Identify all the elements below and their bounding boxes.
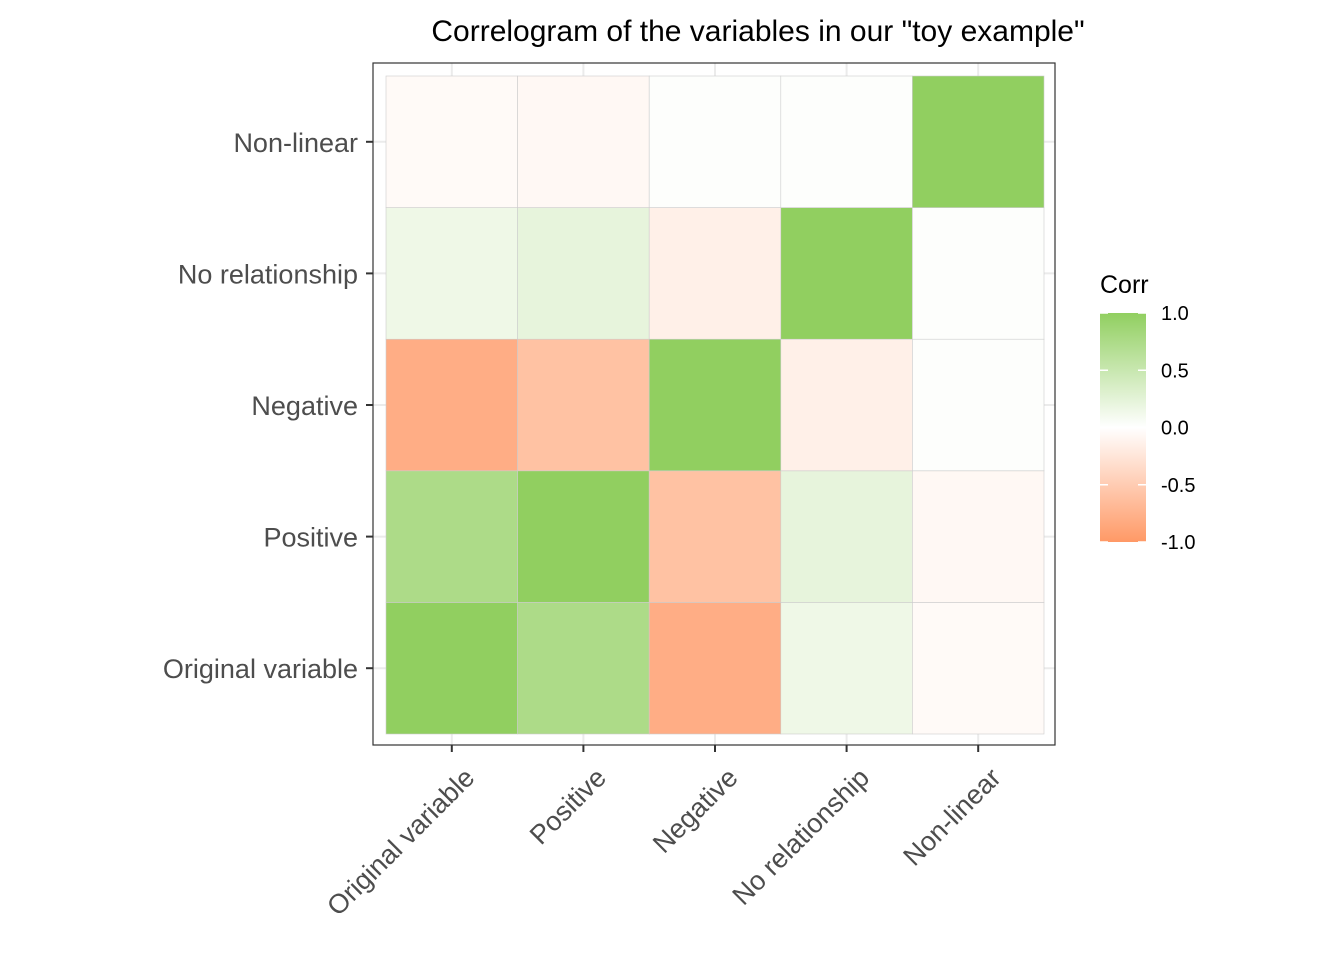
cell-original-variable-positive [517,602,650,735]
cell-non-linear-negative [648,75,782,208]
x-tick-label-positive: Positive [524,762,612,850]
cell-positive-negative [648,470,782,603]
legend-tick-label: 0.0 [1161,418,1189,440]
legend: Corr 1.0 0.5 0.0 -0.5 -1.0 [1100,271,1195,554]
cell-non-linear-no-relationship [780,75,913,208]
x-tick-label-non-linear: Non-linear [897,762,1006,871]
cell-negative-original-variable [385,338,518,472]
legend-tick-label: 1.0 [1161,303,1189,325]
cell-no-relationship-original-variable [385,207,518,340]
cell-original-variable-non-linear [912,602,1045,735]
cell-no-relationship-non-linear [912,207,1045,340]
cell-negative-negative [648,338,782,472]
cell-positive-non-linear [912,470,1045,603]
heatmap-cells [385,75,1045,735]
cell-original-variable-negative [648,602,782,735]
cell-non-linear-original-variable [385,75,518,208]
legend-tick-label: -0.5 [1161,475,1195,497]
y-tick-label-non-linear: Non-linear [233,128,358,158]
y-tick-label-no-relationship: No relationship [178,259,358,289]
legend-title: Corr [1100,271,1149,299]
cell-negative-non-linear [912,338,1045,472]
legend-tick-label: -1.0 [1161,532,1195,554]
legend-ticks: 1.0 0.5 0.0 -0.5 -1.0 [1100,303,1195,554]
y-tick-label-negative: Negative [251,391,358,421]
cell-positive-original-variable [385,470,518,603]
y-tick-label-positive: Positive [263,523,358,553]
cell-non-linear-non-linear [912,75,1045,208]
x-tick-label-negative: Negative [647,762,744,859]
y-axis: Original variable Positive Negative No rela… [163,128,373,684]
plot-panel [372,62,1056,746]
cell-positive-positive [517,470,650,603]
chart-title: Correlogram of the variables in our "toy… [431,15,1084,48]
x-tick-label-original-variable: Original variable [321,762,480,921]
cell-original-variable-original-variable [385,602,518,735]
cell-non-linear-positive [517,75,650,208]
cell-negative-no-relationship [780,338,913,472]
cell-no-relationship-no-relationship [780,207,913,340]
cell-positive-no-relationship [780,470,913,603]
y-tick-label-original-variable: Original variable [163,654,358,684]
cell-no-relationship-negative [648,207,782,340]
legend-tick-label: 0.5 [1161,360,1189,382]
cell-negative-positive [517,338,650,472]
x-tick-label-no-relationship: No relationship [727,762,876,911]
cell-original-variable-no-relationship [780,602,913,735]
cell-no-relationship-positive [517,207,650,340]
